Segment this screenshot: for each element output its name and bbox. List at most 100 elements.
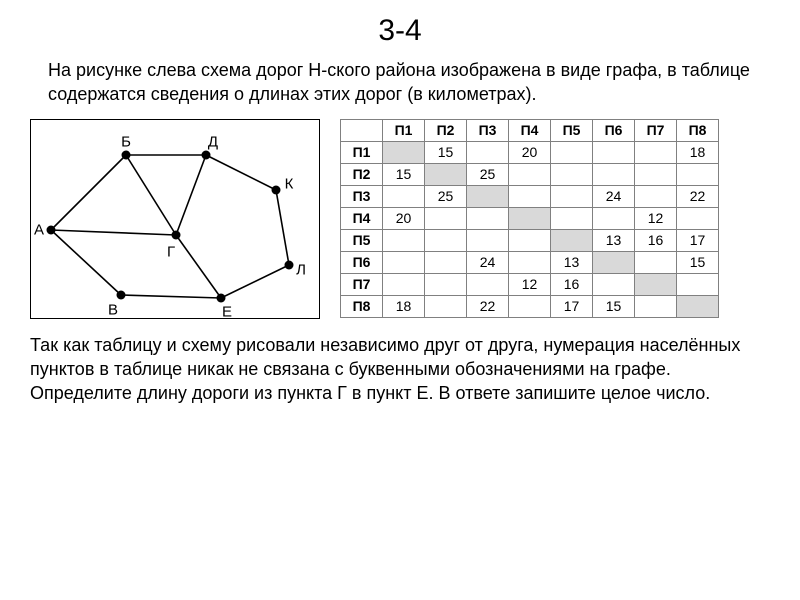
table-cell (425, 207, 467, 229)
table-cell-diagonal (677, 295, 719, 317)
table-cell (383, 273, 425, 295)
graph-node (272, 185, 281, 194)
table-cell (551, 185, 593, 207)
table-cell (677, 163, 719, 185)
table-cell: 18 (677, 141, 719, 163)
table-cell (593, 163, 635, 185)
table-cell: 12 (635, 207, 677, 229)
table-cell (635, 141, 677, 163)
table-row-header: П3 (341, 185, 383, 207)
table-cell (509, 163, 551, 185)
table-cell (425, 251, 467, 273)
graph-node-label: А (34, 221, 44, 238)
table-cell: 15 (425, 141, 467, 163)
table-cell-diagonal (467, 185, 509, 207)
table-header: П4 (509, 119, 551, 141)
table-cell-diagonal (551, 229, 593, 251)
table-cell (551, 141, 593, 163)
table-cell: 17 (677, 229, 719, 251)
table-row-header: П2 (341, 163, 383, 185)
graph-node (122, 150, 131, 159)
table-header: П5 (551, 119, 593, 141)
table-row-header: П1 (341, 141, 383, 163)
graph-node-label: В (108, 301, 118, 318)
table-cell (677, 207, 719, 229)
table-cell (635, 163, 677, 185)
table-header: П6 (593, 119, 635, 141)
graph-node (117, 290, 126, 299)
table-cell-diagonal (425, 163, 467, 185)
table-cell: 12 (509, 273, 551, 295)
table-header (341, 119, 383, 141)
table-cell: 16 (551, 273, 593, 295)
table-cell (677, 273, 719, 295)
table-cell (467, 273, 509, 295)
content-row: АБВГДЕКЛ П1П2П3П4П5П6П7П8П1152018П21525П… (30, 119, 770, 319)
table-cell (593, 141, 635, 163)
intro-paragraph: На рисунке слева схема дорог Н-ского рай… (48, 58, 770, 107)
table-cell: 15 (677, 251, 719, 273)
table-cell: 17 (551, 295, 593, 317)
table-cell: 22 (467, 295, 509, 317)
table-row-header: П5 (341, 229, 383, 251)
table-row-header: П6 (341, 251, 383, 273)
table-cell (509, 251, 551, 273)
table-row-header: П7 (341, 273, 383, 295)
table-row-header: П8 (341, 295, 383, 317)
table-cell: 20 (509, 141, 551, 163)
table-cell (383, 229, 425, 251)
table-cell (635, 295, 677, 317)
graph-node (202, 150, 211, 159)
table-cell (467, 207, 509, 229)
table-row-header: П4 (341, 207, 383, 229)
table-cell (425, 273, 467, 295)
table-cell (635, 185, 677, 207)
table-cell: 13 (551, 251, 593, 273)
graph-node (172, 230, 181, 239)
table-cell (509, 185, 551, 207)
graph-edges (31, 120, 321, 320)
table-cell: 25 (467, 163, 509, 185)
table-cell-diagonal (509, 207, 551, 229)
table-cell (383, 185, 425, 207)
table-cell-diagonal (635, 273, 677, 295)
table-header: П7 (635, 119, 677, 141)
table-cell (593, 207, 635, 229)
table-cell (467, 141, 509, 163)
table-cell: 25 (425, 185, 467, 207)
table-cell (467, 229, 509, 251)
graph-node-label: Д (208, 133, 218, 150)
table-cell (593, 273, 635, 295)
table-cell: 22 (677, 185, 719, 207)
graph-diagram: АБВГДЕКЛ (30, 119, 320, 319)
table-header: П1 (383, 119, 425, 141)
graph-node (285, 260, 294, 269)
graph-node-label: К (285, 175, 294, 192)
page-title: 3-4 (30, 14, 770, 48)
table-cell: 24 (593, 185, 635, 207)
graph-node (217, 293, 226, 302)
graph-node-label: Е (222, 303, 232, 320)
table-header: П2 (425, 119, 467, 141)
table-cell: 16 (635, 229, 677, 251)
table-cell-diagonal (383, 141, 425, 163)
table-cell: 15 (593, 295, 635, 317)
table-cell (425, 295, 467, 317)
graph-node-label: Б (121, 133, 131, 150)
table-cell (509, 229, 551, 251)
outro-paragraph: Так как таблицу и схему рисовали независ… (30, 333, 770, 406)
table-cell: 15 (383, 163, 425, 185)
table-cell (425, 229, 467, 251)
table-cell: 24 (467, 251, 509, 273)
table-cell-diagonal (593, 251, 635, 273)
table-cell (551, 163, 593, 185)
table-cell (551, 207, 593, 229)
graph-node (47, 225, 56, 234)
table-cell (635, 251, 677, 273)
graph-node-label: Л (296, 261, 306, 278)
distance-table: П1П2П3П4П5П6П7П8П1152018П21525П3252422П4… (340, 119, 719, 318)
table-cell (509, 295, 551, 317)
table-cell (383, 251, 425, 273)
table-cell: 13 (593, 229, 635, 251)
table-header: П3 (467, 119, 509, 141)
